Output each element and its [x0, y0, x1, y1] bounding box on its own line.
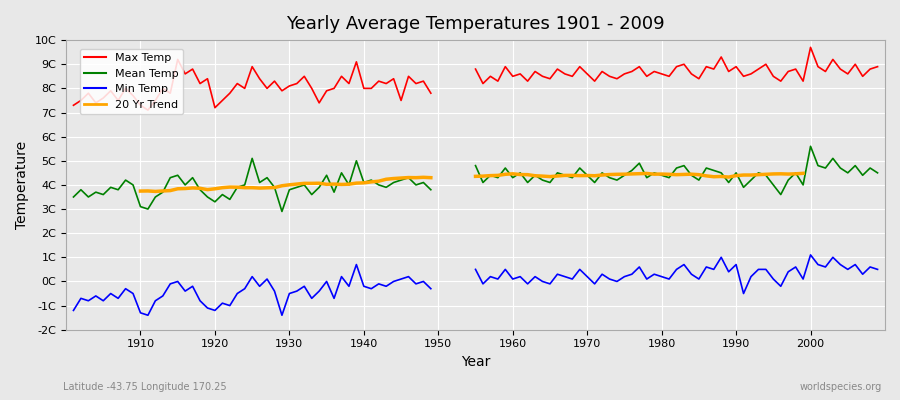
Y-axis label: Temperature: Temperature	[15, 141, 29, 229]
Legend: Max Temp, Mean Temp, Min Temp, 20 Yr Trend: Max Temp, Mean Temp, Min Temp, 20 Yr Tre…	[80, 48, 184, 114]
Text: worldspecies.org: worldspecies.org	[800, 382, 882, 392]
X-axis label: Year: Year	[461, 355, 491, 369]
Title: Yearly Average Temperatures 1901 - 2009: Yearly Average Temperatures 1901 - 2009	[286, 15, 665, 33]
Text: Latitude -43.75 Longitude 170.25: Latitude -43.75 Longitude 170.25	[63, 382, 227, 392]
